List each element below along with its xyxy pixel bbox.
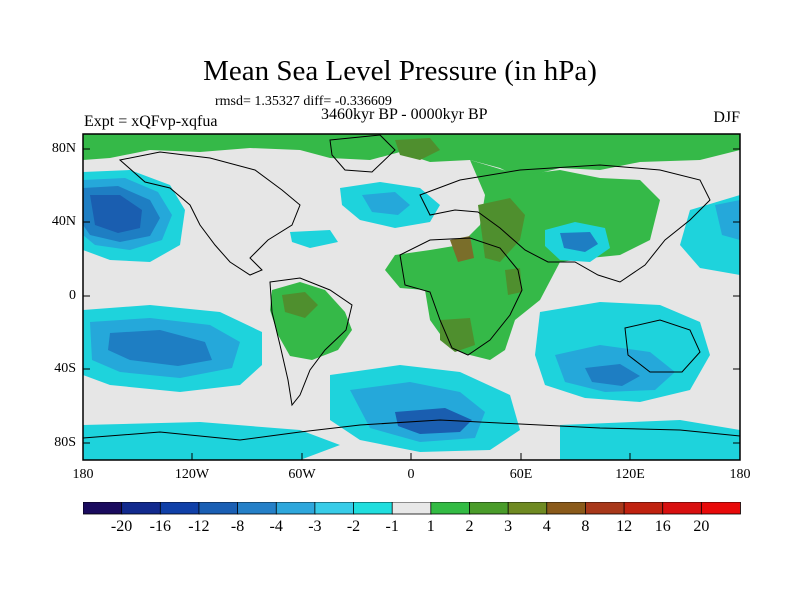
positive-patch-east-africa xyxy=(505,268,522,295)
colorbar-swatch xyxy=(623,502,664,515)
colorbar-swatch xyxy=(585,502,625,515)
colorbar-swatch xyxy=(430,502,471,515)
lon-label-120w: 120W xyxy=(174,467,210,482)
colorbar-label: -3 xyxy=(308,518,322,535)
lon-label-60w: 60W xyxy=(288,467,316,482)
coast-north-america xyxy=(118,151,301,276)
colorbar-label: -4 xyxy=(269,518,283,535)
positive-patch-middle-east xyxy=(478,198,525,262)
lat-label-40s: 40S xyxy=(54,361,76,376)
colorbar-label: 12 xyxy=(616,518,633,535)
lon-label-180w: 180 xyxy=(72,467,94,482)
lon-label-180e: 180 xyxy=(729,467,751,482)
colorbar-label: -12 xyxy=(188,518,210,535)
colorbar-label: -8 xyxy=(230,518,245,535)
colorbar-swatch xyxy=(662,502,703,515)
positive-patch-amazon xyxy=(282,292,318,318)
colorbar-swatch xyxy=(507,502,548,515)
lat-label-80s: 80S xyxy=(54,435,76,450)
colorbar-swatch xyxy=(83,502,123,515)
coast-antarctica xyxy=(83,419,740,441)
negative-core-nw-pacific xyxy=(715,200,740,240)
colorbar-swatch xyxy=(546,502,587,515)
negative-band-antarctic-east xyxy=(560,420,740,460)
map-title: Mean Sea Level Pressure (in hPa) xyxy=(203,55,597,87)
colorbar-label: -16 xyxy=(149,518,171,535)
positive-patch-north-africa xyxy=(450,236,474,262)
positive-patch-south-africa xyxy=(440,318,475,352)
colorbar-swatch xyxy=(353,502,394,515)
axis-ticks xyxy=(83,148,740,460)
colorbar-label: 20 xyxy=(693,518,710,535)
negative-core-antarctic xyxy=(395,408,472,434)
colorbar-swatch xyxy=(121,502,162,515)
negative-core-tibet xyxy=(560,232,598,252)
positive-patch-greenland xyxy=(395,138,440,160)
negative-patch-central-atlantic xyxy=(290,230,338,248)
colorbar-swatch xyxy=(198,502,239,515)
coast-greenland xyxy=(329,134,396,173)
coast-south-america xyxy=(269,277,353,407)
coast-africa xyxy=(399,237,523,356)
negative-band-antarctic xyxy=(83,422,340,460)
colorbar-label: -2 xyxy=(346,518,361,535)
colorbar-label: 1 xyxy=(426,518,435,535)
negative-core-north-atlantic xyxy=(362,192,410,215)
period-label: 3460kyr BP - 0000kyr BP xyxy=(321,106,488,123)
negative-core-south-pacific xyxy=(108,330,212,366)
negative-core-north-pacific xyxy=(90,195,142,233)
colorbar-label: 4 xyxy=(542,518,551,535)
coast-eurasia xyxy=(419,164,711,283)
colorbar-label: 3 xyxy=(504,518,513,535)
lat-label-80n: 80N xyxy=(51,141,76,156)
coast-australia xyxy=(624,319,701,373)
experiment-label: Expt = xQFvp-xqfua xyxy=(84,113,218,130)
colorbar-swatch xyxy=(469,502,510,515)
colorbar-swatch xyxy=(275,502,316,515)
colorbar-label: 2 xyxy=(465,518,474,535)
map-field xyxy=(83,134,740,460)
lon-label-60e: 60E xyxy=(509,467,533,482)
lon-label-120e: 120E xyxy=(615,467,645,482)
colorbar xyxy=(83,502,741,515)
lon-label-0: 0 xyxy=(407,467,415,482)
colorbar-label: -1 xyxy=(385,518,399,535)
lat-label-40n: 40N xyxy=(51,214,76,229)
colorbar-swatch xyxy=(391,502,432,515)
colorbar-label: 8 xyxy=(581,518,590,535)
colorbar-swatch xyxy=(314,502,355,515)
positive-region-eurasia-africa xyxy=(385,160,660,360)
coastlines xyxy=(83,134,740,441)
lat-label-0: 0 xyxy=(69,288,76,303)
colorbar-swatch xyxy=(237,502,278,515)
negative-core-indian-ocean xyxy=(585,364,640,386)
colorbar-label: 16 xyxy=(654,518,671,535)
colorbar-swatch xyxy=(159,502,200,515)
colorbar-label: -20 xyxy=(110,518,133,535)
colorbar-swatch xyxy=(700,502,741,515)
season-label: DJF xyxy=(713,109,740,126)
rmsd-diff-stats: rmsd= 1.35327 diff= -0.336609 xyxy=(215,94,392,109)
